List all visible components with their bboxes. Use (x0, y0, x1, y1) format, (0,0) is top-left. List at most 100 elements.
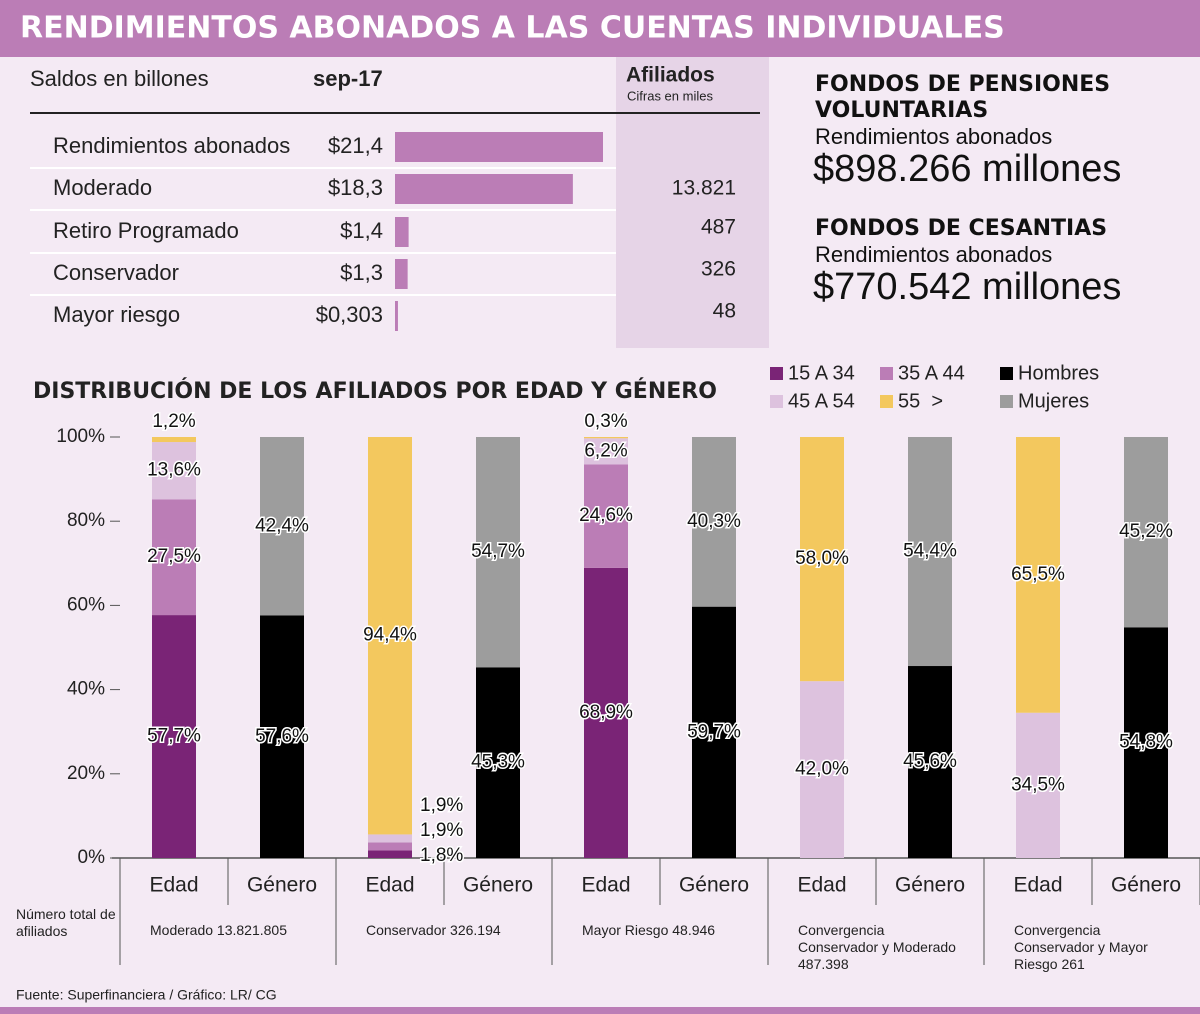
legend-label: 35 A 44 (898, 362, 965, 384)
bar-segment (800, 437, 844, 682)
row-label: Conservador (53, 260, 179, 285)
data-label: 1,9% (420, 820, 463, 841)
x-tick-label: Edad (149, 874, 198, 897)
period: sep-17 (313, 66, 383, 91)
bar (395, 174, 573, 204)
y-tick-label: 40% (67, 679, 105, 700)
bar (395, 301, 398, 331)
data-label: 45,6% (903, 751, 957, 772)
bar-segment (692, 606, 736, 858)
data-label: 65,5% (1011, 564, 1065, 585)
x-tick-label: Edad (581, 874, 630, 897)
afiliados-note: Cifras en miles (627, 88, 713, 103)
afiliados-title: Afiliados (626, 64, 715, 87)
y-tick-label: 80% (67, 510, 105, 531)
bar-segment (584, 438, 628, 465)
data-label: 24,6% (579, 505, 633, 526)
y-tick-label: 100% (56, 426, 105, 447)
value-label: $1,3 (340, 260, 383, 285)
x-tick-label: Edad (797, 874, 846, 897)
value-label: $1,4 (340, 218, 383, 243)
data-label: 6,2% (584, 440, 627, 461)
data-label: 45,2% (1119, 521, 1173, 542)
data-label: 54,8% (1119, 732, 1173, 753)
bar (395, 132, 603, 162)
chart-title: DISTRIBUCIÓN DE LOS AFILIADOS POR EDAD Y… (33, 378, 717, 404)
legend-label: 55 > (898, 390, 943, 412)
bar-segment (800, 681, 844, 858)
bar-segment (476, 437, 520, 668)
subtitle: Saldos en billones (30, 66, 209, 91)
data-label: 54,7% (471, 541, 525, 562)
data-label: 58,0% (795, 548, 849, 569)
bar (395, 259, 408, 289)
row-label: Moderado (53, 175, 152, 200)
data-label: 34,5% (1011, 774, 1065, 795)
bar-segment (152, 615, 196, 858)
info-label: Rendimientos abonados (815, 124, 1053, 149)
x-tick-label: Género (247, 874, 317, 897)
bar-segment (1016, 712, 1060, 858)
data-label: 57,6% (255, 726, 309, 747)
value-label: $0,303 (316, 302, 383, 327)
legend-label: Mujeres (1018, 390, 1089, 412)
group-label: Mayor Riesgo 48.946 (582, 922, 716, 938)
data-label: 0,3% (584, 411, 627, 432)
data-label: 54,4% (903, 541, 957, 562)
bar-segment (152, 499, 196, 616)
x-tick-label: Género (679, 874, 749, 897)
legend-label: 15 A 34 (788, 362, 855, 384)
y-tick-label: 0% (78, 847, 106, 868)
x-tick-label: Género (895, 874, 965, 897)
value-label: $18,3 (328, 175, 383, 200)
bar-segment (368, 834, 412, 843)
bar-segment (908, 437, 952, 667)
legend-swatch (1000, 367, 1013, 380)
group-label: Convergencia Conservador y Mayor Riesgo … (1014, 922, 1148, 972)
bar-segment (1016, 437, 1060, 713)
data-label: 27,5% (147, 546, 201, 567)
bar-segment (692, 437, 736, 607)
legend-swatch (770, 395, 783, 408)
source: Fuente: Superfinanciera / Gráfico: LR/ C… (16, 987, 277, 1003)
bar-segment (152, 442, 196, 500)
bar-segment (584, 567, 628, 858)
row-label: Rendimientos abonados (53, 133, 290, 158)
group-label: Conservador 326.194 (366, 922, 501, 938)
bar-segment (368, 850, 412, 858)
data-label: 68,9% (579, 702, 633, 723)
legend-swatch (880, 367, 893, 380)
title-band (0, 0, 1200, 57)
info-heading: FONDOS DE PENSIONES VOLUNTARIAS (815, 72, 1111, 123)
afiliados-column (616, 57, 769, 348)
data-label: 40,3% (687, 511, 741, 532)
afiliados-value: 13.821 (672, 177, 736, 200)
info-label: Rendimientos abonados (815, 242, 1053, 267)
bar-segment (908, 666, 952, 858)
bottom-band (0, 1007, 1200, 1014)
data-label: 1,8% (420, 845, 463, 866)
afiliados-value: 48 (713, 300, 736, 323)
bar-segment (1124, 437, 1168, 628)
group-label: Convergencia Conservador y Moderado 487.… (798, 922, 956, 972)
bar-segment (1124, 627, 1168, 858)
x-tick-label: Género (463, 874, 533, 897)
legend-swatch (880, 395, 893, 408)
info-value: $770.542 millones (813, 266, 1122, 308)
data-label: 13,6% (147, 460, 201, 481)
info-value: $898.266 millones (813, 148, 1122, 190)
title: RENDIMIENTOS ABONADOS A LAS CUENTAS INDI… (20, 11, 1005, 46)
bar-segment (260, 615, 304, 858)
bar-segment (152, 437, 196, 443)
group-axis-label: Número total de afiliados (16, 906, 116, 939)
data-label: 1,9% (420, 795, 463, 816)
data-label: 57,7% (147, 726, 201, 747)
data-label: 42,4% (255, 515, 309, 536)
data-label: 42,0% (795, 759, 849, 780)
x-tick-label: Edad (1013, 874, 1062, 897)
data-label: 1,2% (152, 411, 195, 432)
x-tick-label: Género (1111, 874, 1181, 897)
bar-segment (584, 464, 628, 568)
